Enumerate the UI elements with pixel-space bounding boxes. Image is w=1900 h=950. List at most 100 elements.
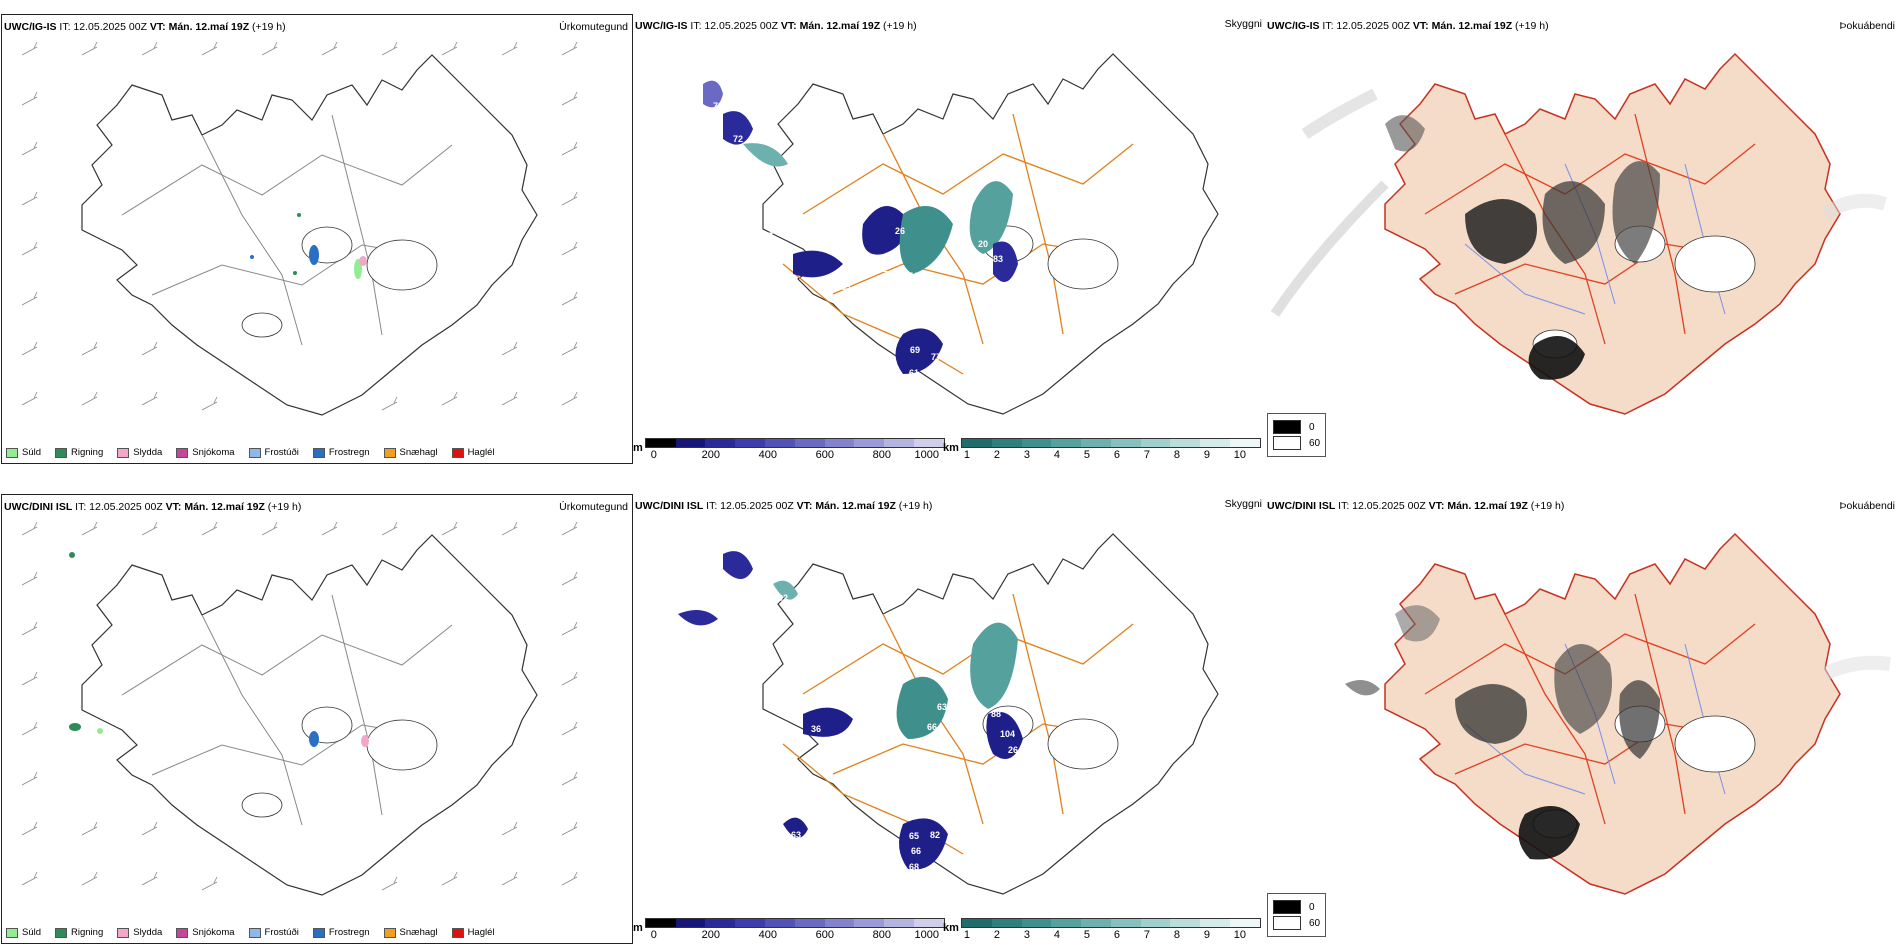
tick-label: 800 — [872, 929, 891, 941]
visibility-patches — [703, 80, 1018, 374]
colorbar-unit: m — [633, 922, 643, 934]
lead-time: (+19 h) — [898, 500, 933, 512]
tick-label: 200 — [701, 929, 720, 941]
tick-label: 2 — [993, 449, 1000, 461]
tick-label: 0 — [650, 449, 657, 461]
legend-item: Frostregn — [312, 447, 370, 458]
panel-type-title: Skyggni — [1224, 498, 1262, 510]
colorbar-meters: m 0 200 400 600 800 1000 — [633, 438, 945, 462]
visibility-labels: 92 34 36 63 88 66 104 26 65 82 66 68 63 … — [683, 593, 1018, 872]
vis-label: 83 — [993, 254, 1003, 264]
vis-label: 62 — [878, 264, 888, 274]
legend-item: Haglél — [451, 927, 495, 938]
legend-item: Snjókoma — [176, 927, 235, 938]
lead-time: (+19 h) — [252, 21, 286, 33]
precip-legend: Súld Rigning Slydda Snjókoma Frostúði Fr… — [6, 447, 495, 458]
valid-time: VT: Mán. 12.maí 19Z — [796, 500, 896, 512]
legend-item: Snjókoma — [176, 447, 235, 458]
legend-item: Haglél — [451, 447, 495, 458]
precip-type-panel-1: UWC/IG-IS IT: 12.05.2025 00Z VT: Mán. 12… — [1, 14, 633, 464]
panel-title: UWC/IG-IS IT: 12.05.2025 00Z VT: Mán. 12… — [635, 20, 917, 32]
lead-time: (+19 h) — [1530, 500, 1565, 512]
colorbar-unit: m — [633, 442, 643, 454]
legend-item: Rigning — [55, 447, 103, 458]
tick-label: 1000 — [914, 929, 940, 941]
legend-item: Snæhagl — [383, 447, 438, 458]
vis-label: 66 — [911, 846, 921, 856]
tick-label: 7 — [1143, 929, 1150, 941]
panel-type-title: Þokuábendi — [1839, 500, 1895, 512]
fog-panel-1: UWC/IG-IS IT: 12.05.2025 00Z VT: Mán. 12… — [1265, 14, 1899, 464]
panel-title: UWC/DINI ISL IT: 12.05.2025 00Z VT: Mán.… — [1267, 500, 1564, 512]
valid-time: VT: Mán. 12.maí 19Z — [1412, 20, 1513, 32]
valid-time: VT: Mán. 12.maí 19Z — [149, 21, 250, 33]
vis-label: 61 — [909, 368, 919, 378]
model-name: UWC/DINI ISL — [4, 501, 73, 513]
model-name: UWC/DINI ISL — [1267, 500, 1336, 512]
valid-time: VT: Mán. 12.maí 19Z — [1428, 500, 1528, 512]
vis-label: 92 — [778, 593, 788, 603]
vis-label: 26 — [1008, 745, 1018, 755]
visibility-labels: 73 72 26 48 20 83 62 74 54 63 69 77 61 5… — [713, 101, 1003, 393]
fog-legend: 0 60 — [1267, 893, 1327, 937]
precip-patches — [69, 552, 369, 747]
precip-patches — [250, 213, 367, 279]
tick-label: 10 — [1233, 929, 1247, 941]
legend-item: Frostúði — [248, 927, 299, 938]
legend-item: Frostúði — [248, 447, 299, 458]
legend-item: Frostregn — [312, 927, 370, 938]
model-name: UWC/DINI ISL — [635, 500, 704, 512]
tick-label: 600 — [815, 929, 834, 941]
fog-patches — [1270, 88, 1888, 380]
tick-label: 8 — [1173, 929, 1180, 941]
tick-label: 2 — [993, 929, 1000, 941]
tick-label: 0 — [650, 929, 657, 941]
vis-label: 63 — [791, 830, 801, 840]
init-time: IT: 12.05.2025 00Z — [75, 501, 163, 513]
tick-label: 9 — [1203, 449, 1210, 461]
vis-label: 54 — [929, 274, 939, 284]
init-time: IT: 12.05.2025 00Z — [1322, 20, 1410, 32]
precip-legend: Súld Rigning Slydda Snjókoma Frostúði Fr… — [6, 927, 495, 938]
vis-label: 82 — [930, 830, 940, 840]
legend-item: Rigning — [55, 927, 103, 938]
vis-label: 63 — [937, 702, 947, 712]
vis-label: 72 — [733, 134, 743, 144]
legend-item: Súld — [6, 927, 41, 938]
tick-label: 600 — [815, 449, 834, 461]
valid-time: VT: Mán. 12.maí 19Z — [165, 501, 265, 513]
vis-label: 69 — [910, 345, 920, 355]
tick-label: 800 — [872, 449, 891, 461]
tick-label: 3 — [1023, 449, 1030, 461]
legend-item: Slydda — [117, 447, 162, 458]
init-time: IT: 12.05.2025 00Z — [59, 21, 147, 33]
panel-title: UWC/DINI ISL IT: 12.05.2025 00Z VT: Mán.… — [4, 501, 301, 513]
init-time: IT: 12.05.2025 00Z — [690, 20, 778, 32]
vis-label: 36 — [811, 724, 821, 734]
panel-type-title: Úrkomutegund — [559, 21, 628, 33]
vis-label: 20 — [978, 239, 988, 249]
colorbar-meters: m 0 200 400 600 800 1000 — [633, 918, 945, 942]
fog-legend: 0 60 — [1267, 413, 1327, 457]
colorbar-unit: km — [943, 922, 959, 934]
vis-label: 34 — [683, 686, 693, 696]
init-time: IT: 12.05.2025 00Z — [1338, 500, 1426, 512]
visibility-panel-1: 73 72 26 48 20 83 62 74 54 63 69 77 61 5… — [633, 14, 1265, 464]
tick-label: 5 — [1083, 449, 1090, 461]
panel-type-title: Þokuábendi — [1839, 20, 1895, 32]
fog-patches — [1345, 605, 1891, 860]
vis-label: 48 — [936, 254, 946, 264]
tick-label: 6 — [1113, 449, 1120, 461]
fog-legend-label: 60 — [1309, 437, 1321, 449]
model-name: UWC/IG-IS — [4, 21, 57, 33]
panel-title: UWC/IG-IS IT: 12.05.2025 00Z VT: Mán. 12… — [4, 21, 286, 33]
tick-label: 1 — [963, 449, 970, 461]
fog-legend-label: 60 — [1309, 917, 1321, 929]
fog-legend-label: 0 — [1309, 421, 1315, 433]
visibility-panel-2: 92 34 36 63 88 66 104 26 65 82 66 68 63 … — [633, 494, 1265, 944]
panel-title: UWC/DINI ISL IT: 12.05.2025 00Z VT: Mán.… — [635, 500, 932, 512]
vis-label: 88 — [991, 709, 1001, 719]
fog-map-2 — [1345, 494, 1891, 934]
vis-label: 65 — [909, 831, 919, 841]
tick-label: 3 — [1023, 929, 1030, 941]
